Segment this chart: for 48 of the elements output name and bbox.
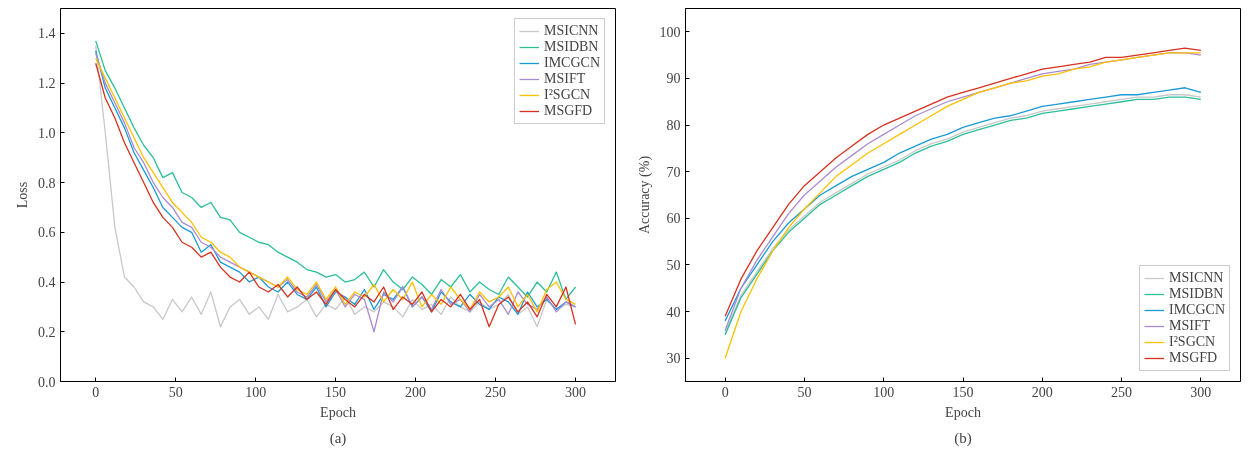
- legend-label: MSIDBN: [543, 39, 599, 55]
- legend-label: MSICNN: [1168, 270, 1224, 286]
- y-tick-label: 90: [666, 71, 681, 87]
- legend-label: I²SGCN: [543, 87, 591, 103]
- y-tick-label: 40: [666, 304, 681, 320]
- x-tick-label: 250: [1111, 384, 1133, 400]
- legend-label: MSIFT: [543, 71, 586, 87]
- y-tick-label: 100: [659, 24, 681, 40]
- x-tick-label: 250: [485, 384, 507, 400]
- legend-label: MSIDBN: [1168, 286, 1224, 302]
- x-tick-label: 0: [721, 384, 729, 400]
- legend-label: IMCGCN: [543, 55, 600, 71]
- x-tick-label: 50: [797, 384, 812, 400]
- x-tick-label: 200: [405, 384, 427, 400]
- y-tick-label: 60: [666, 211, 681, 227]
- x-tick-label: 0: [92, 384, 100, 400]
- text: (b): [954, 429, 972, 447]
- x-tick-label: 300: [565, 384, 587, 400]
- y-axis-title: Accuracy (%): [636, 155, 653, 235]
- x-axis-title: Epoch: [945, 404, 981, 420]
- y-tick-label: 0.6: [38, 225, 56, 241]
- y-axis-title: Loss: [15, 181, 30, 209]
- x-tick-label: 300: [1190, 384, 1212, 400]
- y-tick-label: 80: [666, 118, 681, 134]
- legend-label: MSGFD: [543, 103, 593, 119]
- y-tick-label: 30: [666, 351, 681, 367]
- x-tick-label: 150: [952, 384, 974, 400]
- legend-label: MSIFT: [1168, 318, 1211, 334]
- x-tick-label: 200: [1031, 384, 1053, 400]
- y-tick-label: 1.0: [38, 125, 56, 141]
- y-tick-label: 0.0: [38, 374, 56, 390]
- y-tick-label: 50: [666, 257, 681, 273]
- x-tick-label: 50: [168, 384, 183, 400]
- y-tick-label: 70: [666, 164, 681, 180]
- y-tick-label: 1.4: [38, 26, 56, 42]
- legend-label: MSICNN: [543, 23, 599, 39]
- y-tick-label: 0.4: [38, 275, 56, 291]
- x-axis-title: Epoch: [320, 404, 356, 420]
- legend-label: MSGFD: [1168, 350, 1218, 366]
- y-tick-label: 0.2: [38, 324, 56, 340]
- x-tick-label: 100: [245, 384, 267, 400]
- x-tick-label: 100: [873, 384, 895, 400]
- y-tick-label: 0.8: [38, 175, 56, 191]
- x-tick-label: 150: [325, 384, 347, 400]
- legend-label: IMCGCN: [1168, 302, 1225, 318]
- text: (a): [329, 429, 347, 447]
- legend-label: I²SGCN: [1168, 334, 1216, 350]
- y-tick-label: 1.2: [38, 76, 56, 92]
